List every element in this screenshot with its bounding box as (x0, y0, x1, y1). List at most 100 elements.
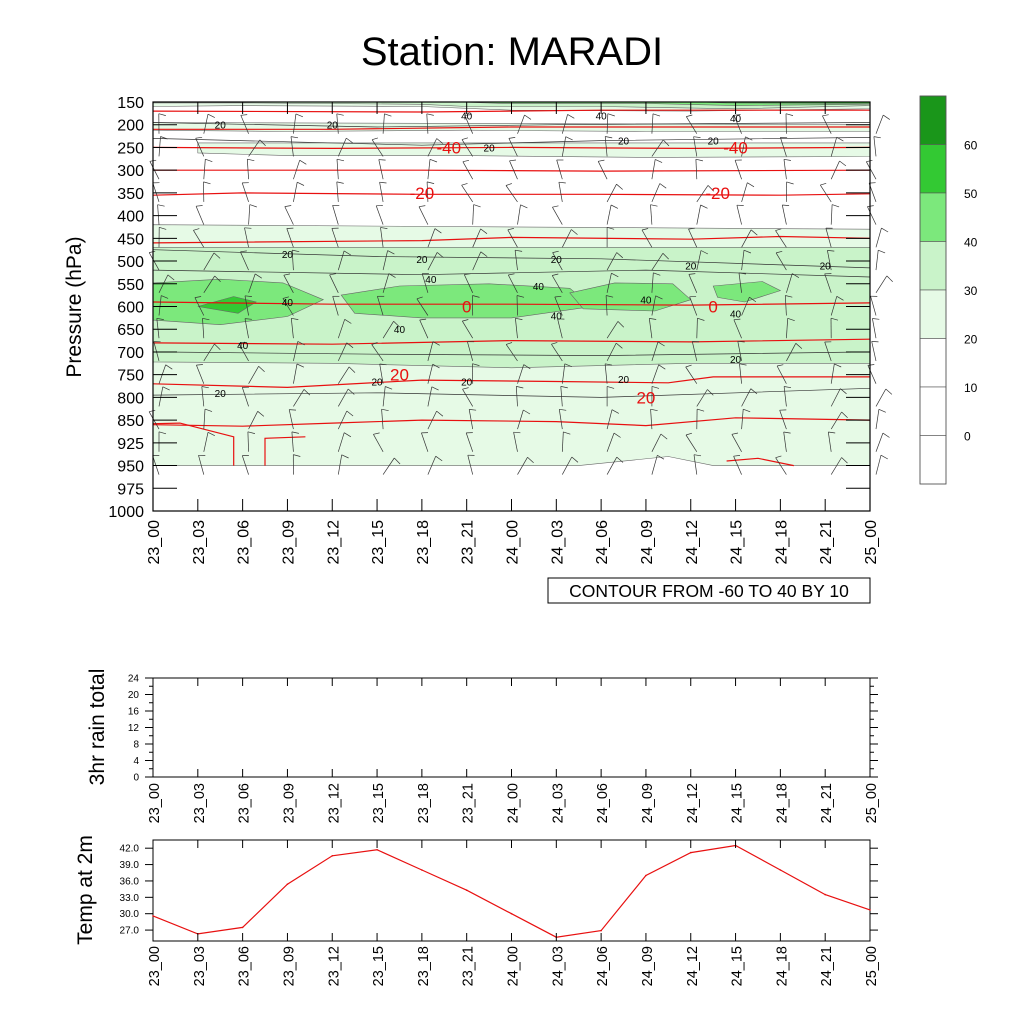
wind-barb (775, 252, 787, 271)
wind-barb-feather (886, 275, 893, 282)
wind-barb (733, 319, 742, 339)
wind-barb (695, 159, 698, 180)
wind-barb-feather (194, 296, 202, 298)
contour-black-line (152, 269, 871, 278)
wind-barb-feather (822, 114, 829, 117)
colorbar-box (919, 192, 947, 242)
temp-point (376, 849, 378, 851)
wind-barb (870, 296, 877, 316)
wind-barb (461, 185, 473, 203)
wind-barb-feather (558, 181, 566, 184)
temp-y-tick-label: 27.0 (120, 926, 140, 937)
wind-barb-feather (883, 114, 890, 120)
wind-barb-feather (606, 295, 614, 298)
wind-barb (515, 318, 518, 339)
contour-red-line (152, 417, 871, 427)
contour-black-line (152, 249, 871, 269)
y-tick-label: 600 (117, 300, 144, 317)
wind-barb-feather (872, 318, 880, 320)
wind-barb-feather (195, 136, 203, 139)
contour-red-line (152, 338, 871, 345)
wind-barb (606, 432, 615, 452)
wind-barb (337, 432, 345, 452)
wind-barb-feather (508, 137, 516, 139)
temp-frame (152, 839, 871, 942)
contour-red-line (153, 126, 870, 130)
wind-barb-feather (873, 136, 881, 139)
wind-barb-feather (472, 295, 480, 298)
fill-blob-far-30 (712, 281, 782, 303)
wind-barb (248, 204, 251, 225)
rain-x-tick-label: 25_00 (864, 783, 880, 823)
wind-barb (775, 230, 787, 248)
rain-y-tick-label: 4 (133, 756, 139, 767)
temp-axes: 27.0 30.0 33.0 36.0 39.0 42.0 23_00 23_03 23_06 2… (120, 840, 880, 986)
contour-label-black: 20 (730, 355, 742, 366)
wind-barb-feather (551, 342, 558, 345)
wind-barb (830, 296, 838, 316)
wind-barb (508, 138, 518, 157)
wind-barb-feather (523, 364, 531, 370)
wind-barb (786, 318, 789, 339)
wind-barb (203, 409, 206, 430)
wind-barb (421, 432, 429, 452)
wind-barb (337, 454, 343, 475)
temp-point (421, 869, 423, 871)
main-x-tick-label: 23_00 (146, 520, 163, 565)
wind-barb (427, 410, 437, 430)
wind-barb (651, 295, 656, 316)
wind-barb (291, 250, 294, 271)
main-x-tick-label: 23_06 (236, 520, 253, 565)
wind-barb-feather (149, 250, 156, 253)
colorbar-box (919, 95, 947, 145)
wind-barb (472, 251, 482, 271)
wind-barb-feather (775, 228, 782, 231)
wind-barb-feather (828, 431, 836, 434)
wind-barb (776, 365, 787, 384)
wind-barb-feather (238, 341, 245, 344)
wind-barb (827, 250, 832, 271)
colorbar-box (919, 435, 947, 485)
wind-barb (739, 363, 742, 384)
wind-barb (337, 250, 345, 271)
rain-y-tick-label: 24 (128, 674, 140, 685)
contour-red-line (152, 146, 871, 150)
wind-barb-feather (247, 431, 255, 434)
wind-barb (741, 296, 750, 316)
wind-barb-feather (196, 205, 203, 207)
wind-barb-feather (378, 159, 386, 161)
wind-barb (606, 204, 612, 225)
wind-barb (293, 160, 301, 180)
wind-barb-feather (429, 158, 438, 163)
wind-barb (203, 252, 215, 271)
main-x-tick-label: 23_21 (460, 520, 477, 565)
wind-barb (516, 295, 518, 316)
wind-barb-feather (384, 113, 392, 117)
wind-barb (561, 456, 573, 475)
wind-barb-feather (686, 114, 693, 117)
wind-barb (551, 275, 563, 293)
wind-barb (381, 409, 384, 430)
wind-barb (337, 410, 348, 430)
contour-red-line (152, 235, 871, 244)
wind-barb-feather (257, 411, 265, 417)
temp-x-tick-label: 25_00 (864, 946, 880, 986)
wind-barb-feather (820, 182, 827, 186)
wind-barb (552, 252, 563, 271)
wind-barb-feather (795, 343, 803, 349)
wind-barb-feather (258, 366, 265, 373)
wind-barb-feather (343, 250, 351, 256)
wind-barb (380, 227, 384, 248)
temp-series-line (152, 844, 871, 938)
wind-barb (195, 138, 205, 157)
colorbar-frame (919, 95, 947, 485)
contour-label-black: 40 (394, 325, 406, 336)
wind-barb (737, 341, 742, 361)
wind-barb (463, 274, 474, 293)
wind-barb-feather (509, 159, 517, 162)
wind-barb (203, 432, 209, 452)
wind-barb (824, 273, 832, 293)
wind-barb-feather (688, 227, 695, 230)
y-tick-label: 450 (117, 231, 144, 248)
temp-point (600, 929, 602, 932)
